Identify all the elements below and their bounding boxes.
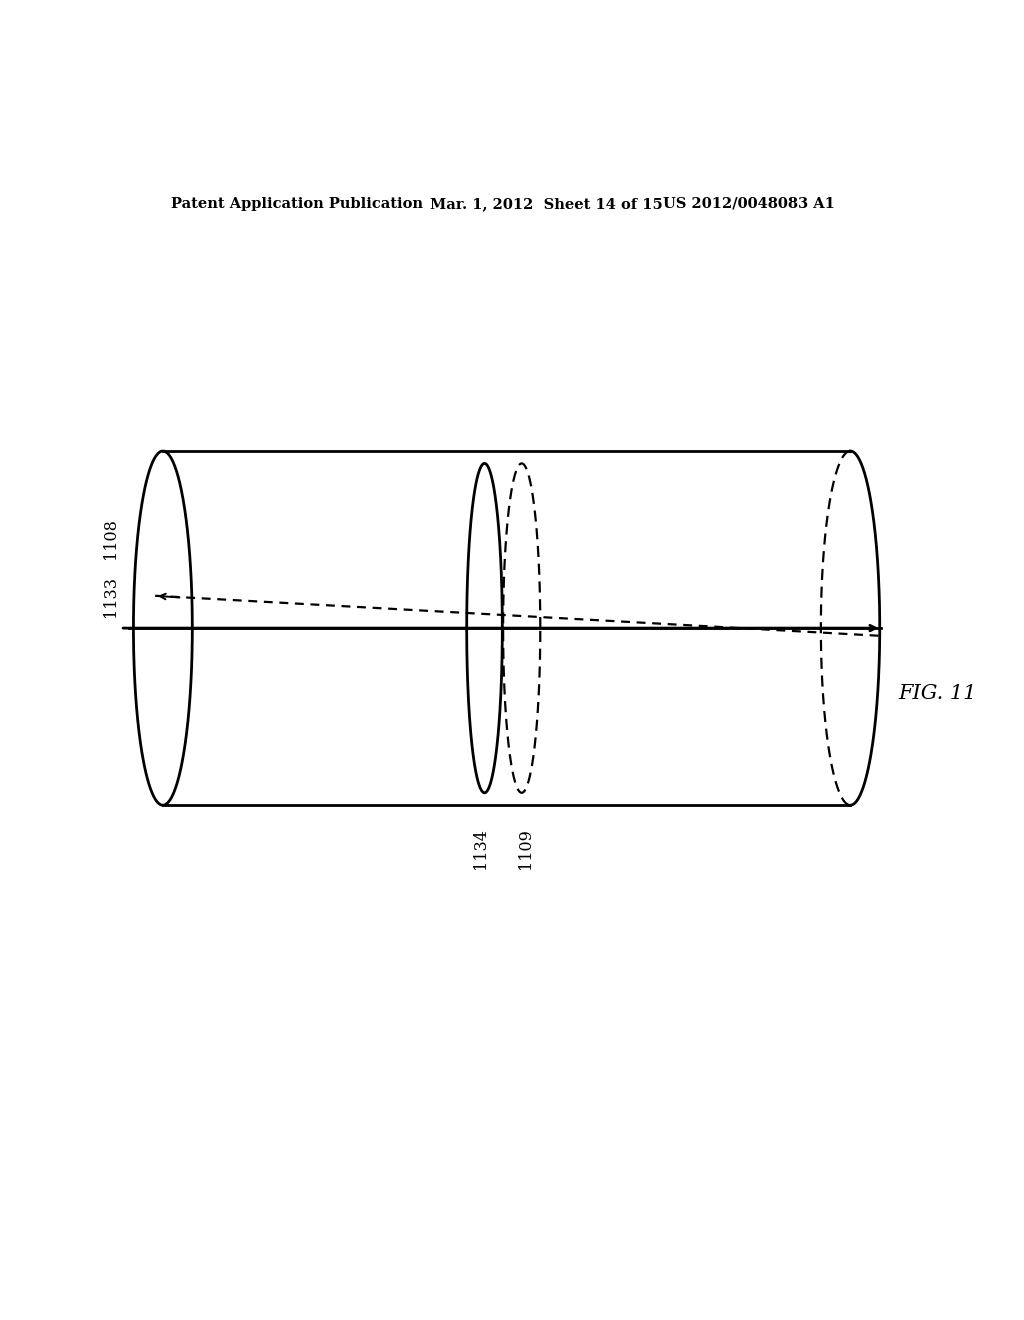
Text: 1109: 1109 <box>517 829 535 869</box>
Text: 1133: 1133 <box>101 576 119 616</box>
Text: 1134: 1134 <box>472 829 489 869</box>
Text: Patent Application Publication: Patent Application Publication <box>171 197 423 211</box>
Text: US 2012/0048083 A1: US 2012/0048083 A1 <box>663 197 835 211</box>
Text: FIG. 11: FIG. 11 <box>899 684 977 704</box>
Text: Mar. 1, 2012  Sheet 14 of 15: Mar. 1, 2012 Sheet 14 of 15 <box>430 197 663 211</box>
Text: 1108: 1108 <box>101 517 119 558</box>
